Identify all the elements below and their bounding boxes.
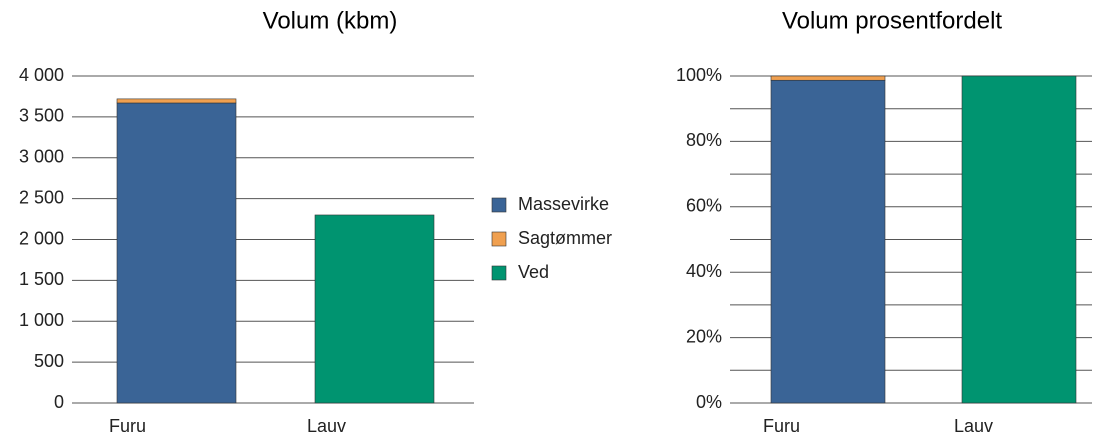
y-tick-label: 3 500 bbox=[19, 106, 64, 126]
y-tick-label: 60% bbox=[686, 196, 722, 216]
x-tick-label: Lauv bbox=[307, 416, 346, 436]
legend-label: Sagtømmer bbox=[518, 228, 612, 248]
legend-label: Massevirke bbox=[518, 194, 609, 214]
bar-segment bbox=[116, 102, 237, 404]
y-tick-label: 0 bbox=[54, 392, 64, 412]
legend-swatch bbox=[491, 265, 507, 281]
y-tick-label: 20% bbox=[686, 326, 722, 346]
chart-title: Volum prosentfordelt bbox=[782, 7, 1002, 34]
legend-swatch bbox=[491, 197, 507, 213]
bar-segment bbox=[314, 214, 435, 404]
y-tick-label: 0% bbox=[696, 392, 722, 412]
bar-segment bbox=[116, 98, 237, 104]
y-tick-label: 4 000 bbox=[19, 65, 64, 85]
y-tick-label: 100% bbox=[676, 65, 722, 85]
x-tick-label: Furu bbox=[763, 416, 800, 436]
y-tick-label: 2 500 bbox=[19, 187, 64, 207]
bar-segment bbox=[770, 75, 886, 81]
y-tick-label: 1 500 bbox=[19, 269, 64, 289]
legend-label: Ved bbox=[518, 262, 549, 282]
y-tick-label: 500 bbox=[34, 351, 64, 371]
x-tick-label: Lauv bbox=[954, 416, 993, 436]
y-tick-label: 80% bbox=[686, 130, 722, 150]
bar-segment bbox=[770, 79, 886, 404]
y-tick-label: 2 000 bbox=[19, 228, 64, 248]
chart-title: Volum (kbm) bbox=[263, 7, 398, 34]
y-tick-label: 3 000 bbox=[19, 147, 64, 167]
y-tick-label: 1 000 bbox=[19, 310, 64, 330]
legend-swatch bbox=[491, 231, 507, 247]
y-tick-label: 40% bbox=[686, 261, 722, 281]
bar-segment bbox=[961, 75, 1077, 404]
x-tick-label: Furu bbox=[109, 416, 146, 436]
